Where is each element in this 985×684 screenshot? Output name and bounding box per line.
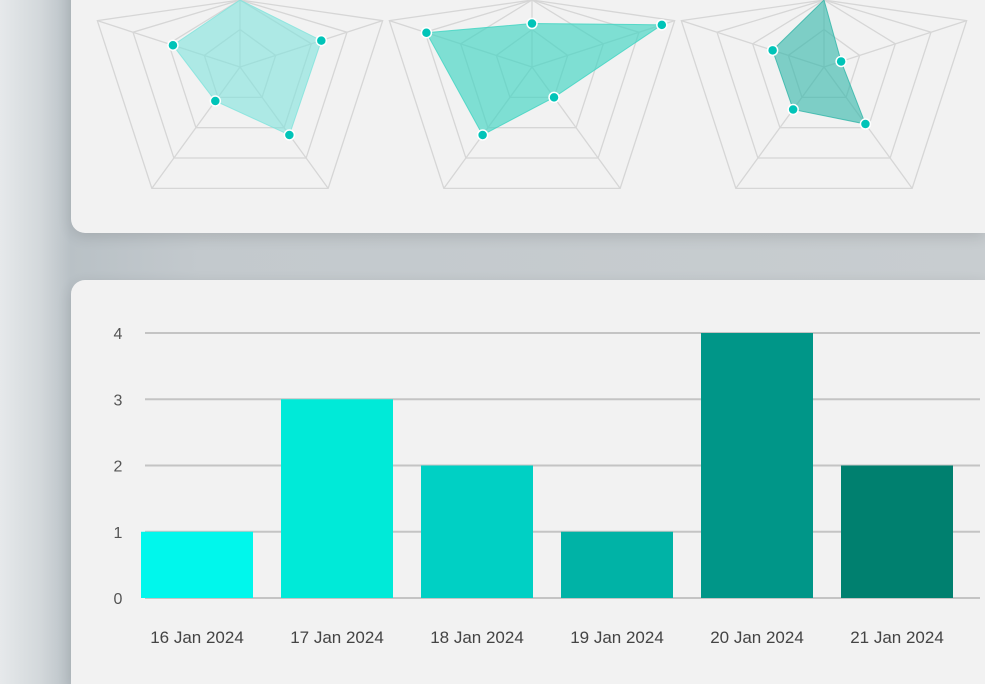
- y-tick-label: 4: [114, 326, 123, 343]
- bar[interactable]: [841, 465, 953, 599]
- radar-ring: [96, 0, 384, 190]
- x-tick-label: 18 Jan 2024: [430, 628, 524, 647]
- radar-area: [425, 22, 664, 136]
- radar-ring: [132, 0, 348, 159]
- y-tick-label: 1: [114, 525, 123, 542]
- radar-area: [172, 0, 322, 136]
- radar-point[interactable]: [283, 129, 296, 141]
- y-tick-label: 3: [114, 392, 123, 409]
- radar-point[interactable]: [835, 55, 847, 68]
- bar[interactable]: [561, 531, 673, 598]
- x-tick-label: 19 Jan 2024: [570, 628, 664, 647]
- radar-area: [772, 0, 867, 125]
- radar-ring: [680, 0, 968, 190]
- radar-chart-3: [680, 0, 968, 190]
- bar[interactable]: [701, 333, 813, 598]
- radar-point[interactable]: [526, 17, 538, 30]
- bar[interactable]: [421, 465, 533, 599]
- y-tick-label: 2: [114, 459, 123, 476]
- radar-ring: [388, 0, 676, 190]
- radar-point[interactable]: [476, 129, 489, 141]
- radar-chart-2: [388, 0, 676, 190]
- radar-point[interactable]: [548, 91, 560, 104]
- x-tick-label: 20 Jan 2024: [710, 628, 804, 647]
- radar-point[interactable]: [787, 103, 799, 116]
- radar-ring: [716, 0, 932, 159]
- x-tick-label: 16 Jan 2024: [150, 628, 244, 647]
- radar-point[interactable]: [209, 95, 222, 107]
- bar[interactable]: [281, 399, 393, 598]
- y-tick-label: 0: [114, 591, 123, 608]
- bar[interactable]: [141, 531, 253, 598]
- radar-point[interactable]: [766, 44, 779, 57]
- radar-point[interactable]: [167, 39, 179, 51]
- radar-axis: [823, 20, 967, 68]
- radar-chart-1: [96, 0, 384, 190]
- x-tick-label: 17 Jan 2024: [290, 628, 384, 647]
- radar-ring: [751, 0, 897, 129]
- radar-point[interactable]: [859, 118, 872, 130]
- radar-point[interactable]: [420, 26, 433, 39]
- x-tick-label: 21 Jan 2024: [850, 628, 944, 647]
- radar-point[interactable]: [315, 34, 328, 47]
- radar-point[interactable]: [656, 19, 668, 31]
